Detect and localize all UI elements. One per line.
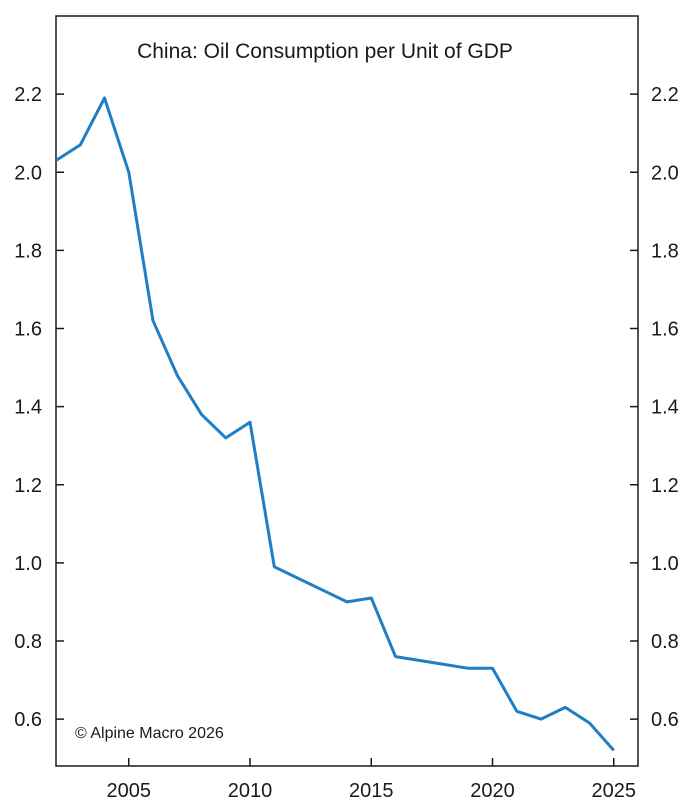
right-axis: 0.6 0.8 1.0 1.2 1.4 1.6 1.8 2.0 2.2 — [630, 84, 679, 731]
left-tick-label: 1.2 — [14, 475, 42, 497]
x-axis: 2005 2010 2015 2020 2025 — [107, 758, 637, 802]
right-tick-label: 1.6 — [651, 319, 679, 341]
left-tick-label: 1.8 — [14, 240, 42, 262]
left-tick-label: 2.2 — [14, 84, 42, 106]
right-tick-label: 2.0 — [651, 162, 679, 184]
chart-title: China: Oil Consumption per Unit of GDP — [137, 40, 513, 63]
left-tick-label: 1.0 — [14, 553, 42, 575]
left-tick-label: 1.6 — [14, 319, 42, 341]
left-tick-label: 1.4 — [14, 397, 42, 419]
right-tick-label: 0.8 — [651, 631, 679, 653]
right-tick-label: 2.2 — [651, 84, 679, 106]
x-tick-label: 2020 — [470, 780, 515, 802]
plot-frame — [55, 15, 639, 767]
left-tick-label: 0.8 — [14, 631, 42, 653]
x-tick-label: 2015 — [349, 780, 394, 802]
left-axis: 0.6 0.8 1.0 1.2 1.4 1.6 1.8 2.0 2.2 — [14, 84, 64, 731]
right-tick-label: 1.0 — [651, 553, 679, 575]
copyright-annotation: © Alpine Macro 2026 — [75, 725, 224, 742]
x-tick-label: 2010 — [228, 780, 273, 802]
x-tick-label: 2025 — [592, 780, 637, 802]
left-tick-label: 2.0 — [14, 162, 42, 184]
right-tick-label: 1.2 — [651, 475, 679, 497]
series-layer — [55, 96, 615, 752]
right-tick-label: 1.4 — [651, 397, 679, 419]
x-tick-label: 2005 — [107, 780, 152, 802]
left-tick-label: 0.6 — [14, 709, 42, 731]
right-tick-label: 1.8 — [651, 240, 679, 262]
series-line — [55, 96, 615, 752]
right-tick-label: 0.6 — [651, 709, 679, 731]
